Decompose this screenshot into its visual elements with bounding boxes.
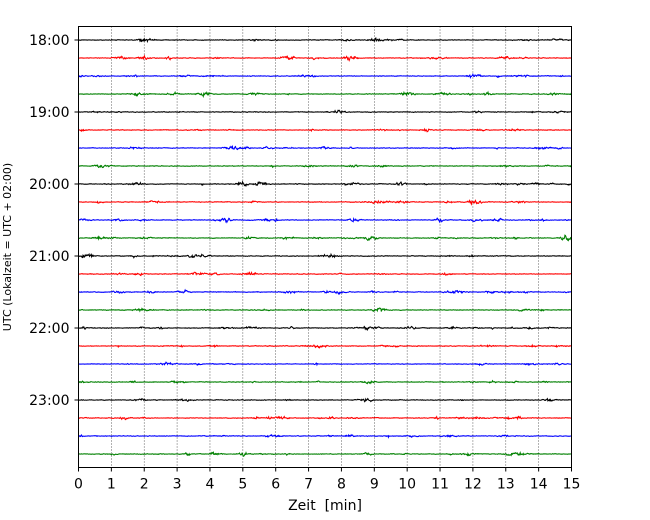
trace-line <box>78 90 572 98</box>
trace-line <box>78 180 572 188</box>
x-tick-label: 8 <box>337 477 346 493</box>
x-tick-label: 12 <box>464 477 482 493</box>
trace-line <box>78 164 572 169</box>
trace-line <box>78 450 572 458</box>
trace-line <box>78 127 572 133</box>
trace-line <box>78 144 572 151</box>
x-axis: 0 1 2 3 4 5 6 7 8 9 10 11 12 13 14 15 <box>74 467 581 493</box>
trace-line <box>78 54 572 62</box>
x-axis-title: Zeit [min] <box>288 498 362 514</box>
trace-line <box>78 252 572 259</box>
x-tick-label: 0 <box>74 477 83 493</box>
x-tick-label: 10 <box>398 477 416 493</box>
y-tick-label: 18:00 <box>29 33 69 49</box>
trace-line <box>78 325 572 332</box>
trace-line <box>78 343 572 349</box>
trace-line <box>78 397 572 403</box>
trace-line <box>78 217 572 224</box>
x-tick-label: 4 <box>206 477 215 493</box>
x-tick-label: 3 <box>173 477 182 493</box>
trace-line <box>78 199 572 206</box>
trace-line <box>78 415 572 421</box>
y-tick-label: 20:00 <box>29 177 69 193</box>
x-tick-label: 5 <box>238 477 247 493</box>
trace-line <box>78 109 572 115</box>
trace-line <box>78 234 573 242</box>
trace-line <box>78 361 572 367</box>
y-tick-label: 22:00 <box>29 321 69 337</box>
y-axis: 18:00 19:00 20:00 21:00 22:00 23:00 <box>29 33 79 409</box>
x-tick-label: 14 <box>530 477 548 493</box>
trace-line <box>78 288 572 295</box>
x-tick-label: 1 <box>107 477 116 493</box>
y-tick-label: 21:00 <box>29 249 69 265</box>
plot-frame <box>78 26 572 468</box>
x-tick-label: 15 <box>563 477 581 493</box>
plot-area <box>78 26 572 468</box>
x-tick-label: 7 <box>304 477 313 493</box>
x-tick-label: 6 <box>271 477 280 493</box>
trace-line <box>78 379 572 385</box>
x-tick-label: 13 <box>497 477 515 493</box>
trace-line <box>78 37 572 44</box>
x-tick-label: 11 <box>431 477 449 493</box>
trace-line <box>78 72 572 79</box>
y-axis-title: UTC (Lokalzeit = UTC + 02:00) <box>1 163 14 331</box>
traces <box>78 37 573 458</box>
x-tick-label: 2 <box>140 477 149 493</box>
trace-line <box>78 271 572 277</box>
x-tick-label: 9 <box>370 477 379 493</box>
y-tick-label: 19:00 <box>29 105 69 121</box>
y-tick-label: 23:00 <box>29 393 69 409</box>
trace-line <box>78 307 572 313</box>
trace-line <box>78 433 572 439</box>
